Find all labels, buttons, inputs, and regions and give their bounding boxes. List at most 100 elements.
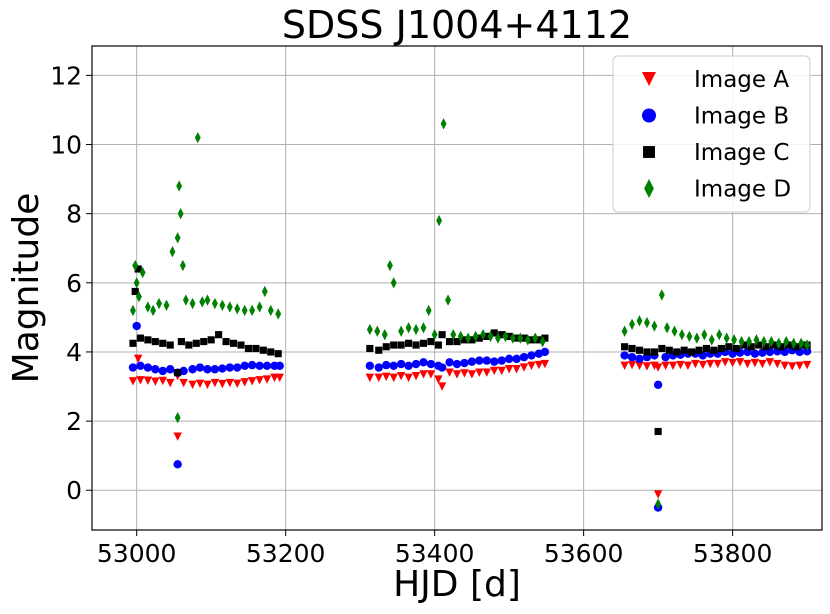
data-point — [151, 338, 159, 346]
data-point — [693, 332, 700, 344]
data-point — [445, 338, 454, 346]
legend-label: Image D — [694, 177, 791, 203]
data-point — [158, 366, 167, 376]
data-point — [188, 380, 197, 389]
data-point — [770, 341, 778, 349]
data-point — [644, 316, 650, 329]
data-point — [132, 321, 141, 331]
data-point — [366, 323, 373, 336]
data-point — [412, 341, 420, 349]
data-point — [404, 373, 413, 383]
x-tick-label: 53000 — [97, 539, 177, 568]
data-point — [173, 460, 182, 469]
data-point — [166, 378, 175, 388]
data-point — [747, 343, 755, 351]
data-point — [673, 348, 681, 356]
data-point — [177, 338, 185, 346]
data-point — [773, 359, 782, 369]
data-point — [517, 332, 524, 344]
data-point — [627, 360, 637, 370]
data-point — [802, 360, 812, 370]
data-point — [163, 299, 170, 311]
data-point — [753, 334, 760, 346]
data-point — [539, 335, 546, 348]
data-point — [654, 427, 662, 436]
data-point — [144, 301, 151, 313]
data-point — [527, 361, 536, 370]
data-point — [233, 379, 242, 388]
data-point — [504, 354, 514, 364]
data-point — [267, 304, 274, 317]
data-point — [247, 377, 257, 386]
data-point — [195, 363, 205, 372]
data-point — [199, 296, 206, 308]
data-point — [497, 356, 506, 365]
data-point — [128, 377, 138, 386]
data-point — [520, 334, 528, 342]
data-point — [158, 376, 167, 386]
data-point — [775, 337, 782, 349]
data-point — [425, 304, 432, 317]
data-point — [453, 338, 461, 346]
axis-ticks: 53000 53200 53400 53600 53800 0 2 4 6 8 10 12 — [50, 61, 772, 568]
data-point — [262, 375, 272, 384]
data-point — [211, 297, 218, 310]
data-point — [695, 346, 703, 354]
data-point — [498, 331, 506, 339]
data-point — [680, 346, 688, 354]
data-point — [750, 358, 760, 368]
data-point — [643, 348, 651, 356]
data-point — [519, 352, 529, 362]
data-point — [683, 361, 693, 370]
data-point — [261, 285, 268, 298]
data-point — [475, 334, 483, 342]
data-point — [465, 332, 472, 344]
data-point — [535, 336, 543, 344]
data-point — [483, 332, 491, 340]
data-point — [151, 377, 160, 386]
data-point — [382, 343, 390, 351]
data-point — [804, 339, 811, 351]
data-point — [702, 344, 711, 353]
data-point — [390, 341, 398, 349]
data-point — [397, 341, 405, 349]
data-point — [136, 334, 144, 342]
data-point — [635, 361, 644, 370]
series-3 — [129, 265, 811, 436]
x-tick-label: 53400 — [395, 539, 475, 568]
data-point — [156, 297, 162, 310]
data-point — [504, 365, 514, 374]
data-point — [780, 361, 789, 370]
data-point — [374, 373, 383, 383]
data-point — [234, 303, 241, 315]
data-point — [482, 356, 491, 365]
data-point — [445, 294, 452, 306]
data-point — [365, 361, 375, 370]
data-point — [653, 363, 663, 372]
data-point — [524, 334, 531, 346]
data-point — [275, 373, 284, 383]
data-point — [387, 259, 393, 272]
data-point — [755, 341, 763, 349]
data-point — [179, 366, 188, 376]
y-tick-label: 2 — [66, 407, 82, 436]
data-point — [204, 294, 211, 306]
data-point — [176, 180, 183, 192]
data-point — [426, 359, 436, 369]
data-point — [691, 359, 700, 369]
data-point — [434, 375, 443, 384]
data-point — [382, 372, 391, 382]
data-point — [762, 343, 770, 351]
data-point — [509, 332, 516, 344]
data-point — [468, 336, 476, 344]
data-point — [174, 411, 181, 424]
data-point — [159, 339, 167, 347]
data-point — [411, 359, 421, 369]
data-point — [728, 358, 737, 368]
data-point — [731, 334, 738, 346]
data-point — [396, 371, 406, 381]
data-point — [440, 118, 447, 130]
data-point — [460, 369, 469, 378]
data-point — [179, 378, 188, 388]
data-point — [166, 341, 174, 349]
